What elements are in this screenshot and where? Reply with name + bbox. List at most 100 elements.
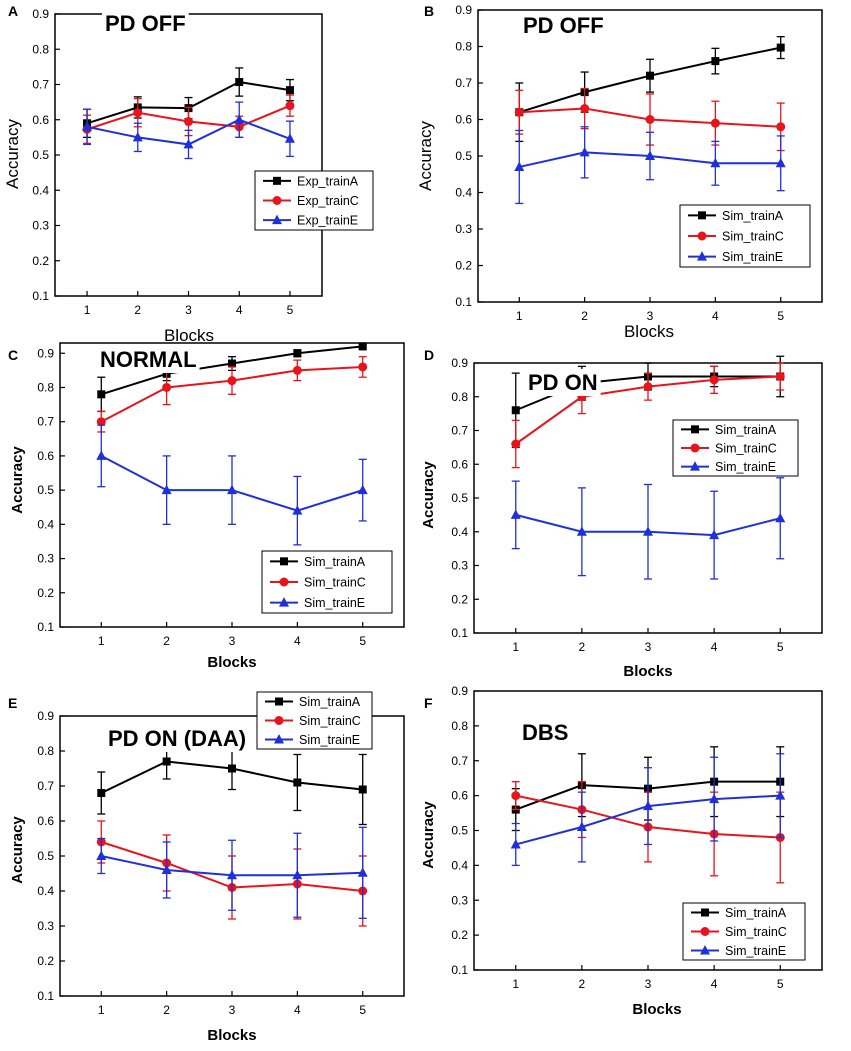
chart-panel-c: 0.1 0.2 0.3 0.4 0.5 0.6 0.7 0.8 0.9 1 2 3 4 5 Sim_trai… [8, 342, 405, 671]
y-axis-label: Accuracy [420, 461, 437, 529]
x-tick-label: 4 [711, 977, 718, 991]
y-tick-label: 0.4 [37, 517, 54, 531]
title-backing [97, 346, 200, 373]
data-point [97, 390, 106, 399]
data-point [161, 864, 172, 874]
x-tick-label: 1 [512, 640, 519, 654]
y-axis-label: Accuracy [416, 121, 435, 191]
y-tick-label: 0.6 [37, 449, 54, 463]
x-axis-label: Blocks [207, 654, 256, 671]
data-point [227, 376, 237, 386]
data-point [511, 791, 521, 801]
legend-marker [272, 196, 282, 205]
data-point [576, 821, 587, 832]
data-point [357, 867, 368, 877]
y-tick-label: 0.5 [37, 483, 54, 497]
y-tick-label: 0.1 [37, 989, 54, 1003]
y-axis-label: Accuracy [3, 119, 22, 189]
data-point [710, 118, 720, 128]
legend-entry: Exp_trainC [297, 194, 359, 208]
legend-marker [273, 176, 281, 185]
y-axis-label: Accuracy [420, 801, 437, 869]
x-tick-label: 2 [579, 640, 586, 654]
data-point [235, 78, 244, 87]
data-point [775, 157, 786, 168]
legend-entry: Sim_trainA [715, 423, 777, 437]
panel-label: E [8, 695, 17, 711]
x-tick-label: 4 [294, 1003, 301, 1017]
panel-label: B [424, 3, 434, 19]
x-tick-label: 5 [777, 977, 784, 991]
y-tick-label: 0.1 [451, 963, 468, 977]
x-tick-label: 2 [581, 309, 588, 323]
x-tick-label: 4 [712, 309, 719, 323]
panel-title: NORMAL [100, 347, 197, 372]
legend-entry: Sim_trainA [304, 555, 366, 569]
data-point [709, 375, 719, 385]
data-point [133, 108, 143, 118]
x-axis-label: Blocks [164, 326, 214, 345]
data-point [709, 529, 720, 540]
legend-marker [697, 231, 707, 241]
data-point [514, 107, 524, 117]
data-point [576, 526, 587, 536]
y-tick-label: 0.6 [455, 113, 472, 127]
legend-entry: Sim_trainA [725, 906, 787, 920]
x-tick-label: 3 [645, 640, 652, 654]
x-tick-label: 4 [294, 634, 301, 648]
y-tick-label: 0.7 [451, 754, 468, 768]
legend: Sim_trainA Sim_trainC Sim_trainE [256, 691, 373, 750]
data-point [511, 439, 521, 449]
legend-marker [279, 577, 289, 587]
panel-label: A [8, 3, 18, 19]
data-point [645, 150, 655, 160]
x-tick-label: 3 [229, 1003, 236, 1017]
y-tick-label: 0.1 [455, 295, 472, 309]
y-tick-label: 0.9 [455, 3, 472, 17]
x-tick-label: 2 [579, 977, 586, 991]
data-point [82, 121, 93, 131]
data-point [646, 71, 654, 80]
chart-panel-a: 0.1 0.2 0.3 0.4 0.5 0.6 0.7 0.8 0.9 1 2 3 4 5 Exp_trai… [3, 3, 374, 345]
legend-marker [274, 716, 284, 725]
title-backing [102, 10, 189, 37]
data-point [776, 122, 786, 132]
data-point [285, 86, 294, 95]
series-sim-trainc [514, 87, 786, 152]
y-tick-label: 0.4 [37, 884, 54, 898]
x-tick-label: 1 [98, 634, 105, 648]
x-axis-label: Blocks [624, 322, 674, 341]
data-point [227, 484, 237, 495]
data-point [358, 785, 367, 794]
y-tick-label: 0.4 [32, 183, 49, 197]
legend-marker [690, 443, 700, 453]
legend: Sim_trainA Sim_trainC Sim_trainE [261, 550, 393, 614]
data-point [162, 757, 171, 766]
data-point [643, 800, 653, 811]
data-point [293, 778, 302, 787]
legend-marker [698, 211, 706, 220]
legend-marker [701, 908, 709, 917]
legend-marker [272, 214, 282, 225]
x-tick-label: 1 [98, 1003, 105, 1017]
legend-entry: Sim_trainE [722, 250, 783, 264]
y-tick-label: 0.4 [455, 186, 472, 200]
y-tick-label: 0.7 [32, 78, 49, 92]
y-tick-label: 0.4 [451, 858, 468, 872]
title-backing [520, 12, 607, 39]
legend-entry: Exp_trainE [297, 214, 358, 228]
data-point [184, 117, 193, 127]
x-tick-label: 3 [647, 309, 654, 323]
y-tick-label: 0.8 [37, 380, 54, 394]
x-tick-label: 5 [359, 634, 366, 648]
data-point [645, 115, 655, 124]
legend-marker [697, 251, 707, 261]
y-tick-label: 0.5 [451, 491, 468, 505]
y-tick-label: 0.6 [32, 113, 49, 127]
legend-entry: Exp_trainA [297, 174, 359, 188]
title-backing [525, 369, 601, 396]
data-point [285, 101, 295, 111]
x-axis-label: Blocks [632, 1001, 681, 1018]
y-tick-label: 0.2 [37, 586, 54, 600]
